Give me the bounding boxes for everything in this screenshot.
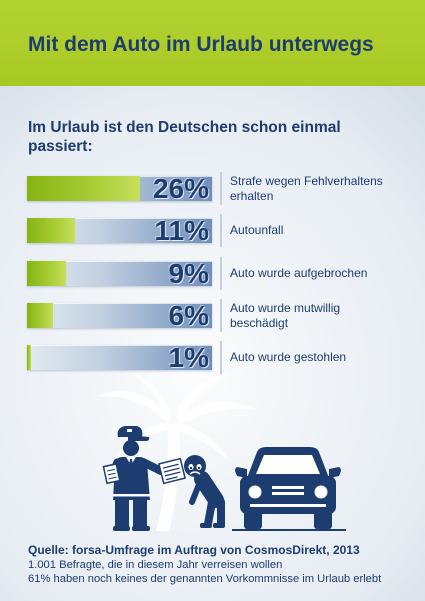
police-cap-visor [128,435,150,441]
notepad-icon [102,463,121,485]
police-tie [129,459,133,473]
bar-fill [27,218,75,243]
footer-note: 61% haben noch keines der genannten Vork… [28,573,382,585]
person-arm [189,479,203,505]
car-mirror [329,467,341,478]
bar-row: 9% [27,258,212,289]
bar-value-label: 1% [168,342,209,373]
bar-row: 1% [27,342,212,373]
bar-fill [27,176,141,201]
illustration [94,373,346,531]
palm-frond [177,401,256,425]
person-leg [204,498,216,528]
car-icon [235,447,341,529]
ticket-icon [157,457,187,485]
bar-value-label: 6% [168,300,209,331]
category-label-text: Autounfall [230,223,284,237]
ticket-line [162,463,179,469]
header-banner: Mit dem Auto im Urlaub unterwegs [0,0,425,86]
palm-frond [116,422,170,458]
car-wheel [244,511,262,529]
bar-fill [27,303,54,328]
palm-frond [175,374,230,420]
car-grille [272,486,304,489]
bar-fill [27,261,67,286]
police-officer-icon [102,426,165,531]
police-torso [113,457,150,500]
palm-frond [94,390,170,424]
notepad-line [106,468,115,472]
car-windshield [256,455,320,474]
category-label: Auto wurde aufgebrochen [220,257,390,290]
palm-frond [174,423,228,460]
ticket-line [164,471,181,477]
bar-value-label: 11% [154,215,210,246]
car-wheel [314,511,332,529]
chart-title: Im Urlaub ist den Deutschen schon einmal… [28,119,341,155]
bar-track: 11% [27,215,212,246]
bowing-person-icon [184,455,225,528]
person-head [184,455,206,477]
footer: Quelle: forsa-Umfrage im Auftrag von Cos… [28,543,408,587]
ticket-sheet [157,457,187,485]
page-title: Mit dem Auto im Urlaub unterwegs [28,33,374,56]
bar-track: 9% [27,258,212,289]
police-arm-right [139,458,165,475]
car-headlight [314,485,328,499]
palm-frond [132,373,171,420]
category-label: Autounfall [220,214,390,247]
police-leg [133,499,147,528]
category-label: Auto wurde gestohlen [220,341,390,374]
category-label-text: Auto wurde mutwillig beschädigt [230,300,341,330]
notepad-line [108,476,117,480]
bar-track: 26% [27,173,212,204]
police-head [123,440,139,456]
bar-row: 26% [27,173,212,204]
category-label-text: Strafe wegen Fehlverhaltens erhalten [230,173,383,203]
bar-row: 11% [27,215,212,246]
police-shoe [113,526,130,531]
source-note: Quelle: forsa-Umfrage im Auftrag von Cos… [28,543,360,557]
person-pupil [189,466,193,470]
car-mirror [235,467,247,478]
ticket-line [165,476,178,481]
bar-fill [27,345,32,370]
person-frown [189,471,201,475]
police-belt [113,494,150,497]
category-label-text: Auto wurde gestohlen [230,350,347,364]
bar-track: 1% [27,342,212,373]
bar-track: 6% [27,300,212,331]
person-foot [213,523,225,528]
car-bumper [250,504,326,507]
person-pupil [197,466,201,470]
police-leg [115,499,129,528]
category-label: Auto wurde mutwillig beschädigt [220,299,390,332]
category-label: Strafe wegen Fehlverhaltens erhalten [220,172,390,205]
notepad-line [107,472,116,476]
bar-row: 6% [27,300,212,331]
person-torso [194,471,224,508]
footer-note: 1.001 Befragte, die in diesem Jahr verre… [28,558,283,571]
bar-value-label: 26% [152,173,209,204]
car-headlight [248,485,262,499]
police-shoe [132,526,150,531]
person-foot [200,523,212,528]
bar-value-label: 9% [168,258,209,289]
category-label-text: Auto wurde aufgebrochen [230,266,368,280]
police-cap-badge [127,429,132,432]
car-grille [272,492,304,495]
ticket-line [163,467,180,473]
